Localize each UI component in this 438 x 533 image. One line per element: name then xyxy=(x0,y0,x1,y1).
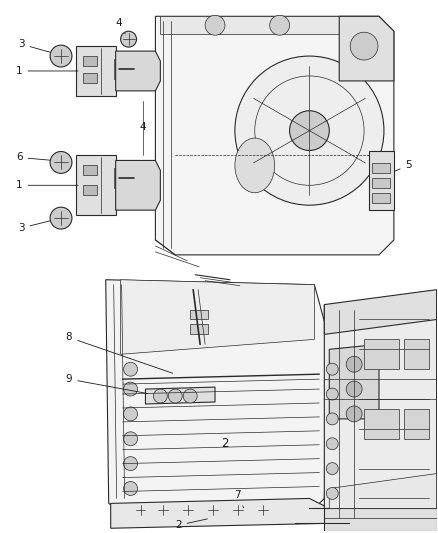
Circle shape xyxy=(124,481,138,496)
Polygon shape xyxy=(145,387,215,404)
Bar xyxy=(404,340,429,369)
Bar xyxy=(372,193,390,203)
Bar xyxy=(404,409,429,439)
Bar xyxy=(364,409,399,439)
Polygon shape xyxy=(106,280,329,518)
Bar xyxy=(114,168,138,188)
Text: 3: 3 xyxy=(18,39,50,52)
Circle shape xyxy=(346,406,362,422)
Bar xyxy=(190,310,208,319)
Circle shape xyxy=(168,389,182,403)
Text: 4: 4 xyxy=(139,122,146,132)
Bar xyxy=(114,59,138,79)
Bar xyxy=(83,73,97,83)
Bar xyxy=(160,17,379,34)
Polygon shape xyxy=(76,46,116,96)
Text: 8: 8 xyxy=(66,333,173,373)
Bar xyxy=(190,325,208,334)
Text: 9: 9 xyxy=(66,374,148,393)
Bar xyxy=(83,185,97,195)
Text: 5: 5 xyxy=(395,160,412,171)
Circle shape xyxy=(205,15,225,35)
Text: 7: 7 xyxy=(235,490,244,508)
Circle shape xyxy=(124,407,138,421)
Circle shape xyxy=(326,363,338,375)
Polygon shape xyxy=(116,51,160,91)
Text: 2: 2 xyxy=(221,437,229,450)
Circle shape xyxy=(235,56,384,205)
Text: 4: 4 xyxy=(115,18,125,34)
Text: 1: 1 xyxy=(16,180,78,190)
Circle shape xyxy=(181,503,195,518)
Polygon shape xyxy=(329,344,379,419)
Circle shape xyxy=(124,382,138,396)
Polygon shape xyxy=(120,280,314,354)
Polygon shape xyxy=(324,508,437,531)
Circle shape xyxy=(124,362,138,376)
Circle shape xyxy=(346,381,362,397)
Bar xyxy=(83,56,97,66)
Polygon shape xyxy=(329,474,437,508)
Circle shape xyxy=(120,31,137,47)
Circle shape xyxy=(183,389,197,403)
Circle shape xyxy=(256,503,270,518)
Bar xyxy=(372,179,390,188)
Circle shape xyxy=(326,388,338,400)
Circle shape xyxy=(124,432,138,446)
Circle shape xyxy=(326,413,338,425)
Polygon shape xyxy=(324,304,437,523)
Circle shape xyxy=(326,463,338,474)
Polygon shape xyxy=(339,17,394,81)
Text: 2: 2 xyxy=(175,519,207,530)
Circle shape xyxy=(156,503,170,518)
Bar xyxy=(364,340,399,369)
Circle shape xyxy=(153,389,167,403)
Circle shape xyxy=(326,488,338,499)
Polygon shape xyxy=(116,160,160,210)
Circle shape xyxy=(50,207,72,229)
Circle shape xyxy=(290,111,329,150)
Circle shape xyxy=(50,45,72,67)
Circle shape xyxy=(270,15,290,35)
Circle shape xyxy=(124,457,138,471)
Polygon shape xyxy=(76,156,116,215)
Text: 3: 3 xyxy=(18,221,50,233)
Circle shape xyxy=(50,151,72,173)
Circle shape xyxy=(346,356,362,372)
Text: 6: 6 xyxy=(16,152,50,163)
Polygon shape xyxy=(369,150,394,210)
Circle shape xyxy=(134,503,148,518)
Polygon shape xyxy=(155,17,394,255)
Text: 1: 1 xyxy=(16,66,78,76)
Bar xyxy=(83,165,97,175)
Circle shape xyxy=(326,438,338,450)
Ellipse shape xyxy=(235,138,275,193)
Circle shape xyxy=(231,503,245,518)
Circle shape xyxy=(350,32,378,60)
Circle shape xyxy=(206,503,220,518)
Polygon shape xyxy=(324,289,437,334)
Polygon shape xyxy=(111,498,329,528)
Bar xyxy=(372,164,390,173)
